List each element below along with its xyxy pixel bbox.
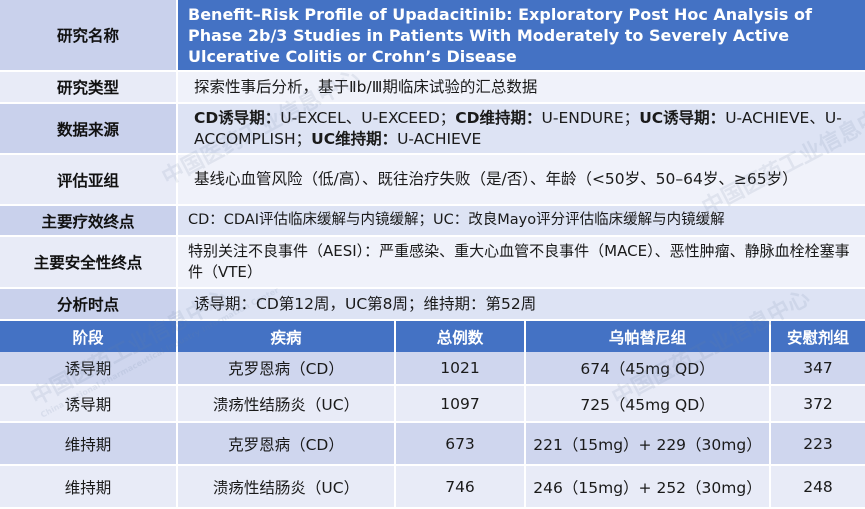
efficacy-endpoint-label: 主要疗效终点 — [0, 206, 178, 235]
cell-total: 1097 — [396, 386, 526, 423]
cell-upadacitinib: 246（15mg）+ 252（30mg） — [526, 466, 771, 509]
cd-maintenance-trials: U-ENDURE； — [541, 108, 640, 127]
table-row: 诱导期 溃疡性结肠炎（UC） 1097 725（45mg QD） 372 — [0, 386, 865, 423]
header-total: 总例数 — [396, 321, 526, 352]
cell-stage: 诱导期 — [0, 386, 178, 423]
cell-disease: 溃疡性结肠炎（UC） — [178, 466, 396, 509]
cell-stage: 诱导期 — [0, 352, 178, 386]
cd-induction-trials: U-EXCEL、U-EXCEED； — [280, 108, 456, 127]
subgroup-row: 评估亚组 基线心血管风险（低/高）、既往治疗失败（是/否）、年龄（<50岁、50… — [0, 155, 865, 206]
data-source-value: CD诱导期：U-EXCEL、U-EXCEED；CD维持期：U-ENDURE；UC… — [178, 104, 865, 153]
subgroup-label: 评估亚组 — [0, 155, 178, 204]
study-type-label: 研究类型 — [0, 72, 178, 102]
efficacy-endpoint-value: CD：CDAI评估临床缓解与内镜缓解；UC：改良Mayo评分评估临床缓解与内镜缓… — [178, 206, 865, 235]
table-row: 维持期 克罗恩病（CD） 673 221（15mg）+ 229（30mg） 22… — [0, 423, 865, 466]
cell-upadacitinib: 725（45mg QD） — [526, 386, 771, 423]
cell-upadacitinib: 674（45mg QD） — [526, 352, 771, 386]
header-upadacitinib: 乌帕替尼组 — [526, 321, 771, 352]
cell-placebo: 248 — [771, 466, 865, 509]
cell-upadacitinib: 221（15mg）+ 229（30mg） — [526, 423, 771, 466]
timepoint-label: 分析时点 — [0, 289, 178, 319]
cell-total: 673 — [396, 423, 526, 466]
study-title-row: 研究名称 Benefit–Risk Profile of Upadacitini… — [0, 0, 865, 72]
uc-induction-trials: U-ACHIEVE、U-ACCOMPLISH； — [194, 108, 842, 148]
study-title-label: 研究名称 — [0, 0, 178, 70]
study-type-value: 探索性事后分析，基于Ⅱb/Ⅲ期临床试验的汇总数据 — [178, 72, 865, 102]
safety-endpoint-label: 主要安全性终点 — [0, 237, 178, 287]
cell-disease: 溃疡性结肠炎（UC） — [178, 386, 396, 423]
cd-maintenance-label: CD维持期： — [455, 108, 542, 127]
safety-endpoint-value: 特别关注不良事件（AESI）：严重感染、重大心血管不良事件（MACE）、恶性肿瘤… — [178, 237, 865, 287]
uc-maintenance-trials: U-ACHIEVE — [397, 129, 482, 148]
header-placebo: 安慰剂组 — [786, 328, 849, 347]
table-header: 阶段 疾病 总例数 乌帕替尼组 安慰剂组 — [0, 321, 865, 352]
table-row: 诱导期 克罗恩病（CD） 1021 674（45mg QD） 347 — [0, 352, 865, 386]
cell-disease: 克罗恩病（CD） — [178, 423, 396, 466]
safety-endpoint-row: 主要安全性终点 特别关注不良事件（AESI）：严重感染、重大心血管不良事件（MA… — [0, 237, 865, 289]
timepoint-row: 分析时点 诱导期：CD第12周，UC第8周；维持期：第52周 — [0, 289, 865, 321]
table-row: 维持期 溃疡性结肠炎（UC） 746 246（15mg）+ 252（30mg） … — [0, 466, 865, 509]
timepoint-value: 诱导期：CD第12周，UC第8周；维持期：第52周 — [178, 289, 865, 319]
data-source-row: 数据来源 CD诱导期：U-EXCEL、U-EXCEED；CD维持期：U-ENDU… — [0, 104, 865, 155]
patient-count-table: 阶段 疾病 总例数 乌帕替尼组 安慰剂组 诱导期 克罗恩病（CD） 1021 6… — [0, 321, 865, 509]
cell-stage: 维持期 — [0, 466, 178, 509]
efficacy-endpoint-row: 主要疗效终点 CD：CDAI评估临床缓解与内镜缓解；UC：改良Mayo评分评估临… — [0, 206, 865, 237]
cell-stage: 维持期 — [0, 423, 178, 466]
cell-placebo: 372 — [771, 386, 865, 423]
study-title-value: Benefit–Risk Profile of Upadacitinib: Ex… — [178, 0, 865, 70]
header-stage: 阶段 — [0, 321, 178, 352]
study-info-table: 研究名称 Benefit–Risk Profile of Upadacitini… — [0, 0, 865, 321]
header-disease: 疾病 — [178, 321, 396, 352]
cell-disease: 克罗恩病（CD） — [178, 352, 396, 386]
cell-placebo: 347 — [771, 352, 865, 386]
uc-maintenance-label: UC维持期： — [311, 129, 398, 148]
study-type-row: 研究类型 探索性事后分析，基于Ⅱb/Ⅲ期临床试验的汇总数据 — [0, 72, 865, 104]
cell-total: 746 — [396, 466, 526, 509]
cd-induction-label: CD诱导期： — [194, 108, 281, 127]
cell-total: 1021 — [396, 352, 526, 386]
data-source-label: 数据来源 — [0, 104, 178, 153]
cell-placebo: 223 — [771, 423, 865, 466]
uc-induction-label: UC诱导期： — [639, 108, 726, 127]
subgroup-value: 基线心血管风险（低/高）、既往治疗失败（是/否）、年龄（<50岁、50–64岁、… — [178, 155, 865, 204]
